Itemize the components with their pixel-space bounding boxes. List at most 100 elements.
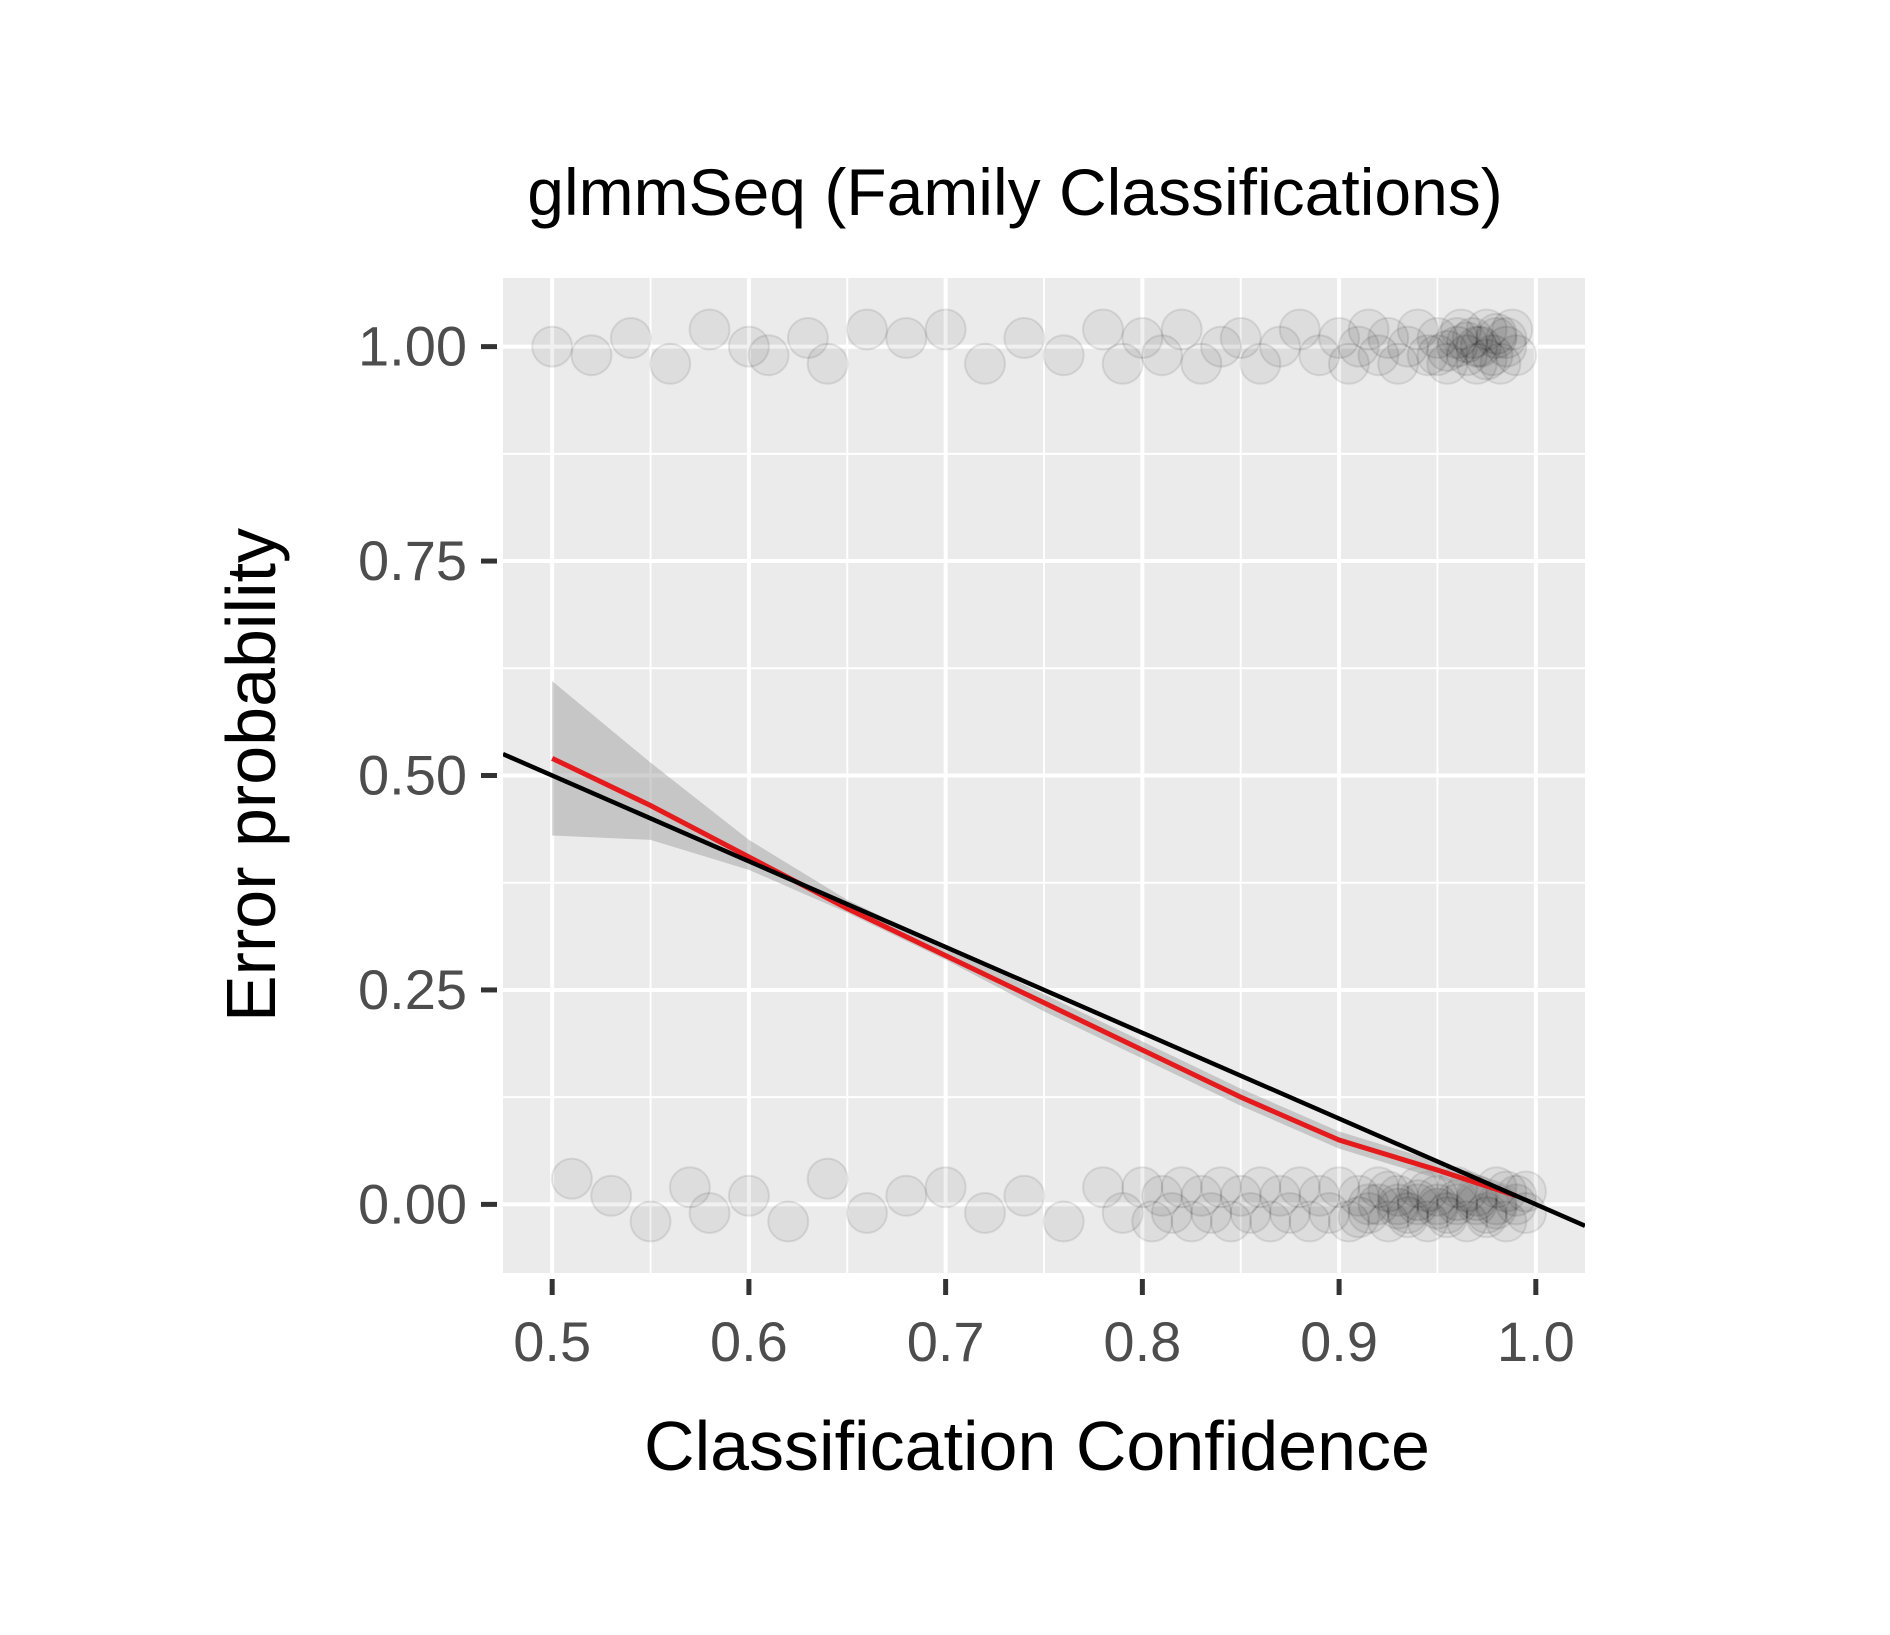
data-point-error: [688, 308, 731, 351]
data-point-correct: [1318, 1166, 1361, 1209]
data-point-error: [1386, 325, 1429, 368]
data-point-error: [531, 325, 574, 368]
data-point-correct: [1436, 1179, 1479, 1222]
data-point-correct: [1485, 1200, 1528, 1243]
data-point-correct: [1386, 1196, 1429, 1239]
data-point-correct: [1377, 1174, 1420, 1217]
data-point-error: [1445, 321, 1488, 364]
data-point-error: [1160, 308, 1203, 351]
y-axis: 0.00 0.25 0.50 0.75 1.00: [358, 315, 497, 1235]
fitted-curve: [551, 756, 1517, 1199]
data-point-error: [1101, 342, 1144, 385]
plot-panel: [503, 278, 1585, 1273]
data-point-error: [1436, 317, 1479, 360]
data-point-error: [1440, 308, 1483, 351]
data-point-error: [1003, 317, 1046, 360]
reference-line: [503, 751, 1585, 1228]
data-point-error: [1406, 334, 1449, 377]
data-point-correct: [1308, 1191, 1351, 1234]
data-point-error: [1357, 334, 1400, 377]
data-point-error: [885, 317, 928, 360]
y-tick-label: 0.25: [358, 958, 467, 1021]
data-point-error: [727, 325, 770, 368]
x-tick-label: 0.8: [1103, 1310, 1181, 1373]
y-tick-label: 1.00: [358, 315, 467, 378]
data-point-correct: [1357, 1166, 1400, 1209]
data-point-error: [1426, 329, 1469, 372]
data-point-correct: [1239, 1166, 1282, 1209]
data-point-correct: [1190, 1191, 1233, 1234]
data-point-correct: [1121, 1166, 1164, 1209]
data-point-error: [1367, 317, 1410, 360]
data-point-error: [1141, 334, 1184, 377]
data-point-error: [1327, 342, 1370, 385]
data-point-error: [1219, 317, 1262, 360]
data-point-error: [1396, 308, 1439, 351]
data-point-error: [1465, 308, 1508, 351]
data-point-error: [1495, 334, 1538, 377]
data-point-correct: [1003, 1174, 1046, 1217]
data-point-correct: [1436, 1183, 1479, 1226]
data-point-error: [1259, 325, 1302, 368]
data-point-error: [1416, 317, 1459, 360]
x-axis: 0.5 0.6 0.7 0.8 0.9 1.0: [513, 1279, 1575, 1373]
data-point-correct: [1465, 1191, 1508, 1234]
data-point-correct: [668, 1166, 711, 1209]
data-point-correct: [1298, 1174, 1341, 1217]
data-point-error: [806, 342, 849, 385]
data-point-error: [963, 342, 1006, 385]
data-point-error: [1121, 317, 1164, 360]
data-point-correct: [1209, 1200, 1252, 1243]
y-axis-title: Error probability: [212, 528, 290, 1022]
data-point-error: [1475, 312, 1518, 355]
data-point-correct: [1396, 1179, 1439, 1222]
data-point-error: [1465, 338, 1508, 381]
data-point-correct: [1406, 1200, 1449, 1243]
data-point-error: [845, 308, 888, 351]
data-point-error: [1377, 342, 1420, 385]
data-point-correct: [1278, 1166, 1321, 1209]
data-point-correct: [1042, 1200, 1085, 1243]
x-tick-label: 0.7: [907, 1310, 985, 1373]
data-point-error: [1445, 334, 1488, 377]
data-point-error: [1180, 342, 1223, 385]
chart-title: glmmSeq (Family Classifications): [527, 155, 1503, 229]
data-point-error: [1485, 325, 1528, 368]
data-point-error: [1475, 317, 1518, 360]
data-point-error: [1298, 334, 1341, 377]
data-point-correct: [1180, 1174, 1223, 1217]
data-point-correct: [767, 1200, 810, 1243]
data-point-correct: [1426, 1196, 1469, 1239]
data-point-correct: [1367, 1200, 1410, 1243]
data-point-correct: [1445, 1200, 1488, 1243]
data-point-correct: [1259, 1174, 1302, 1217]
data-point-correct: [1416, 1183, 1459, 1226]
data-point-correct: [1396, 1183, 1439, 1226]
x-tick-label: 0.5: [513, 1310, 591, 1373]
data-point-correct: [1101, 1191, 1144, 1234]
data-point-correct: [1465, 1196, 1508, 1239]
data-point-error: [1479, 342, 1522, 385]
x-tick-label: 0.9: [1300, 1310, 1378, 1373]
data-point-error: [1455, 342, 1498, 385]
data-point-correct: [1200, 1166, 1243, 1209]
data-point-error: [786, 317, 829, 360]
data-point-correct: [1347, 1183, 1390, 1226]
data-point-correct: [1268, 1191, 1311, 1234]
data-point-correct: [1219, 1174, 1262, 1217]
data-point-correct: [1416, 1187, 1459, 1230]
data-point-correct: [1141, 1174, 1184, 1217]
data-point-correct: [1170, 1200, 1213, 1243]
data-point-correct: [688, 1191, 731, 1234]
data-point-correct: [1082, 1166, 1125, 1209]
data-point-correct: [1357, 1183, 1400, 1226]
data-point-correct: [806, 1157, 849, 1200]
data-point-error: [1436, 325, 1479, 368]
data-point-correct: [1416, 1174, 1459, 1217]
data-point-correct: [845, 1191, 888, 1234]
data-point-correct: [1386, 1191, 1429, 1234]
data-point-correct: [1160, 1166, 1203, 1209]
data-point-error: [1451, 317, 1494, 360]
data-point-error: [1337, 325, 1380, 368]
